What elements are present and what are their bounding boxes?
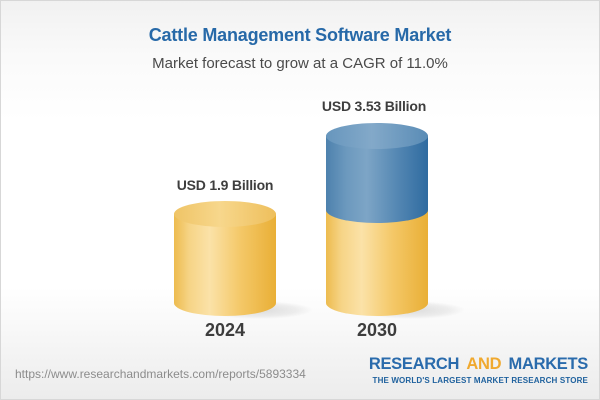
bar-2030-cylinder (326, 123, 465, 319)
logo-word-markets: MARKETS (508, 355, 589, 373)
value-label-2030: USD 3.53 Billion (321, 98, 427, 114)
researchandmarkets-logo: RESEARCH AND MARKETS THE WORLD'S LARGEST… (369, 356, 588, 385)
axis-label-2030: 2030 (356, 320, 398, 340)
axis-label-2024: 2024 (204, 320, 246, 340)
logo-word-research: RESEARCH (368, 355, 460, 373)
report-url: https://www.researchandmarkets.com/repor… (15, 367, 306, 381)
chart-title: Cattle Management Software Market (148, 25, 452, 45)
chart-header: Cattle Management Software Market Market… (1, 1, 599, 72)
logo-tagline: THE WORLD'S LARGEST MARKET RESEARCH STOR… (372, 375, 588, 385)
bar-2024-cylinder (174, 201, 313, 319)
chart-subtitle: Market forecast to grow at a CAGR of 11.… (152, 55, 448, 72)
value-label-2024: USD 1.9 Billion (176, 177, 274, 193)
logo-wordmark: RESEARCH AND MARKETS (369, 356, 588, 373)
logo-word-and: AND (466, 355, 502, 373)
